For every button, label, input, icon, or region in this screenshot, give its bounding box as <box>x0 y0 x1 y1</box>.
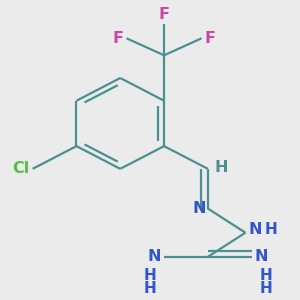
Text: Cl: Cl <box>12 161 29 176</box>
Text: H: H <box>214 160 228 175</box>
Text: N: N <box>249 222 262 237</box>
Text: F: F <box>112 31 123 46</box>
Text: N: N <box>148 249 161 264</box>
Text: H: H <box>144 281 156 296</box>
Text: N: N <box>255 249 268 264</box>
Text: H: H <box>264 222 277 237</box>
Text: F: F <box>205 31 216 46</box>
Text: N: N <box>193 201 206 216</box>
Text: H: H <box>144 268 156 283</box>
Text: H: H <box>260 281 272 296</box>
Text: H: H <box>260 268 272 283</box>
Text: F: F <box>159 7 170 22</box>
